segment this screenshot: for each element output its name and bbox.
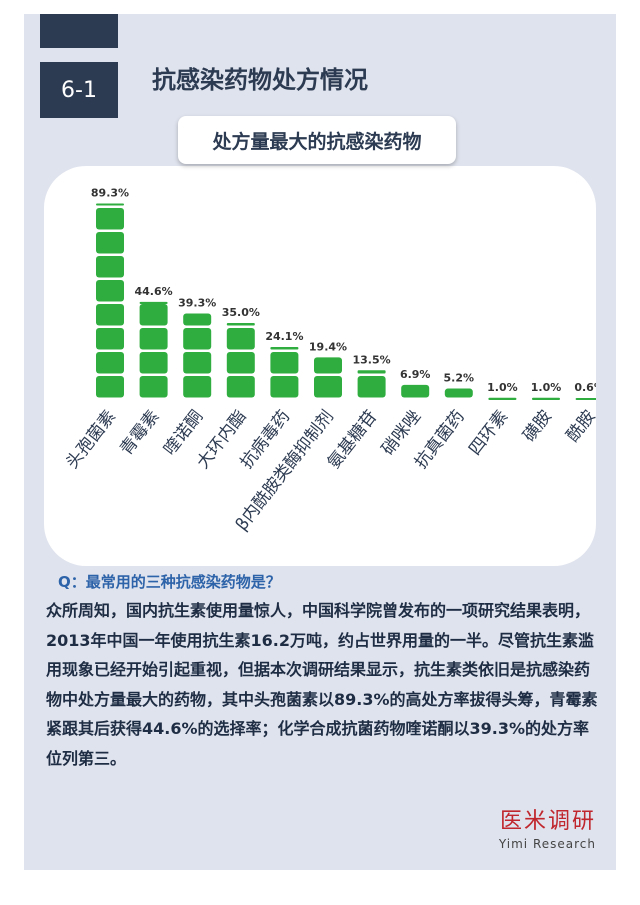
- value-label: 0.6%: [574, 381, 596, 394]
- value-label: 6.9%: [400, 368, 431, 381]
- value-label: 5.2%: [444, 372, 475, 385]
- bar-segment: [96, 232, 124, 254]
- value-label: 13.5%: [353, 353, 391, 366]
- bar-0: [96, 203, 124, 398]
- bar-segment: [314, 376, 342, 398]
- value-label: 44.6%: [135, 285, 173, 298]
- section-number: 6-1: [40, 62, 118, 118]
- category-label: 青霉素: [116, 407, 163, 460]
- logo-chinese: 医米调研: [499, 809, 596, 834]
- logo-english: Yimi Research: [498, 837, 596, 851]
- category-label: 磺胺: [519, 407, 556, 446]
- category-label: 酰胺: [563, 407, 596, 446]
- bar-segment: [139, 301, 168, 304]
- category-label: 四环素: [465, 407, 512, 460]
- bar-7: [401, 384, 430, 398]
- bar-segment: [96, 304, 124, 326]
- bar-segment: [226, 328, 255, 350]
- bar-segment: [488, 397, 517, 400]
- bar-segment: [183, 352, 212, 374]
- bar-segment: [96, 208, 124, 230]
- bar-6: [357, 370, 386, 398]
- top-accent-bar: [40, 14, 118, 48]
- bar-8: [444, 388, 473, 398]
- bar-9: [488, 397, 517, 400]
- brand-logo: 医米调研 Yimi Research: [499, 810, 596, 852]
- value-label: 39.3%: [178, 297, 216, 310]
- bar-segment: [270, 352, 299, 374]
- bar-segment: [314, 357, 342, 374]
- bar-segment: [139, 304, 168, 326]
- bar-chart: 89.3%头孢菌素44.6%青霉素39.3%喹诺酮35.0%大环内酯24.1%抗…: [62, 187, 596, 535]
- bar-segment: [270, 346, 299, 350]
- bar-10: [532, 397, 560, 400]
- bar-segment: [357, 370, 386, 374]
- bar-segment: [96, 256, 124, 278]
- value-label: 19.4%: [309, 340, 347, 353]
- bar-segment: [96, 280, 124, 302]
- answer-paragraph: 众所周知，国内抗生素使用量惊人，中国科学院曾发布的一项研究结果表明，2013年中…: [46, 601, 598, 768]
- bar-segment: [401, 384, 430, 398]
- value-label: 89.3%: [91, 187, 129, 200]
- section-title: 抗感染药物处方情况: [152, 66, 368, 94]
- category-label: 头孢菌素: [62, 407, 120, 473]
- value-label: 1.0%: [531, 381, 562, 394]
- bar-2: [183, 313, 212, 398]
- value-label: 24.1%: [265, 330, 303, 343]
- bar-3: [226, 323, 255, 398]
- bar-segment: [444, 388, 473, 398]
- bar-segment: [139, 328, 168, 350]
- bar-segment: [357, 376, 386, 398]
- bar-segment: [226, 376, 255, 398]
- question-text: Q：最常用的三种抗感染药物是？: [58, 573, 281, 591]
- bar-segment: [96, 376, 124, 398]
- bar-segment: [532, 397, 560, 400]
- bar-segment: [226, 352, 255, 374]
- bar-segment: [139, 352, 168, 374]
- bar-segment: [183, 376, 212, 398]
- bar-segment: [96, 203, 124, 206]
- bar-segment: [96, 328, 124, 350]
- bar-segment: [270, 376, 299, 398]
- bar-segment: [575, 398, 596, 400]
- bar-segment: [183, 328, 212, 350]
- bar-segment: [226, 323, 255, 326]
- bar-1: [139, 301, 168, 398]
- bar-segment: [96, 352, 124, 374]
- chart-title: 处方量最大的抗感染药物: [178, 116, 456, 164]
- bar-segment: [183, 313, 212, 326]
- bar-11: [575, 398, 596, 400]
- bar-4: [270, 346, 299, 398]
- value-label: 1.0%: [487, 381, 518, 394]
- bar-5: [314, 357, 342, 398]
- bar-segment: [139, 376, 168, 398]
- value-label: 35.0%: [222, 306, 260, 319]
